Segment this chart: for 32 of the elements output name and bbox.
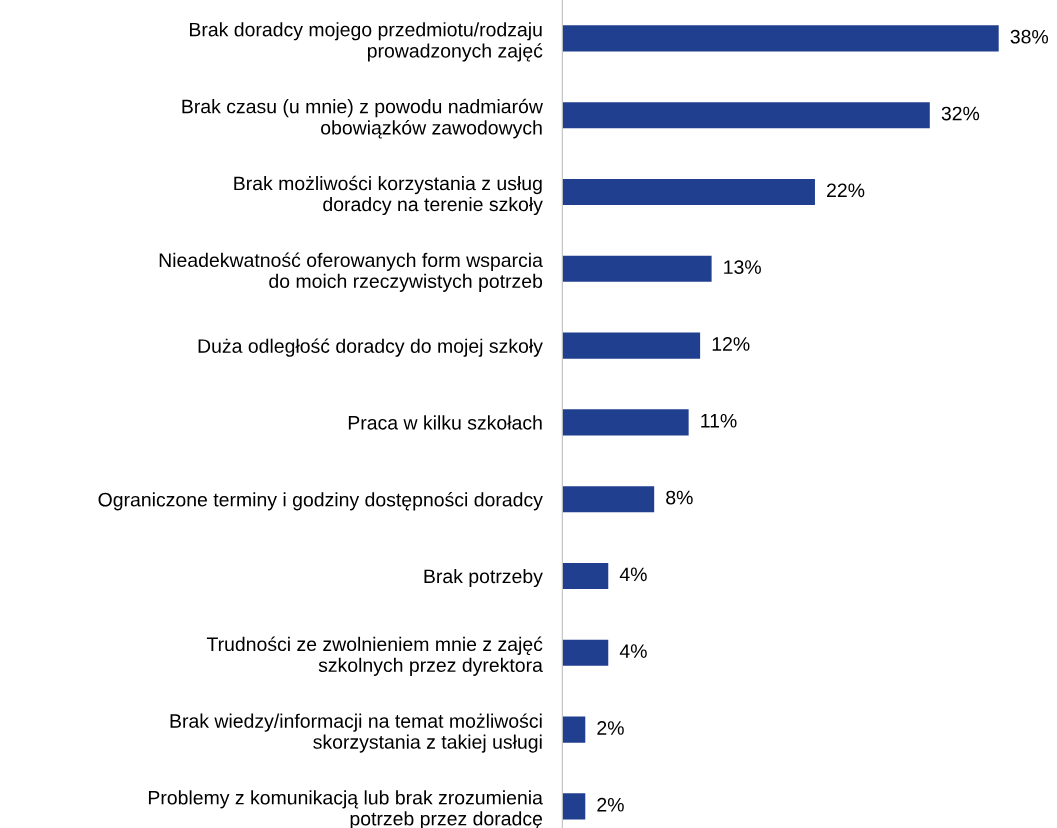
data-label: 4% xyxy=(619,567,647,582)
data-label: 11% xyxy=(701,413,737,428)
bar xyxy=(562,332,701,359)
bar xyxy=(562,716,586,743)
bar xyxy=(562,102,930,129)
y-tick-label: Brak czasu (u mnie) z powodu nadmiarów obowiązków zawodowych xyxy=(182,98,543,139)
data-label: 8% xyxy=(666,490,693,505)
y-tick-label: Brak wiedzy/informacji na temat możliwości skorzystania z takiej usługi xyxy=(170,713,542,753)
data-label: 2% xyxy=(597,721,624,735)
bar xyxy=(562,178,815,206)
y-tick-label: Brak potrzeby xyxy=(424,568,543,588)
y-tick-label: Duża odległość doradcy do mojej szkoły xyxy=(198,338,543,357)
bar xyxy=(562,486,655,513)
bar xyxy=(562,25,999,52)
y-tick-label: Brak doradcy mojego przedmiotu/rodzaju prowadzonych zajęć xyxy=(190,22,543,62)
bar xyxy=(562,409,689,436)
data-label: 32% xyxy=(941,106,980,121)
bar xyxy=(562,793,586,820)
data-label: 4% xyxy=(619,644,647,658)
y-tick-label: Praca w kilku szkołach xyxy=(348,415,542,430)
data-label: 22% xyxy=(827,183,865,198)
y-tick-label: Trudności ze zwolnieniem mnie z zajęć szkolnych przez dyrektora xyxy=(206,636,543,676)
y-tick-label: Brak możliwości korzystania z usług doradcy na terenie szkoły xyxy=(234,175,543,216)
y-tick-label: Ograniczone terminy i godziny dostępności doradcy xyxy=(98,492,543,511)
data-label: 38% xyxy=(1010,29,1049,44)
bar xyxy=(562,562,609,590)
bar xyxy=(562,639,609,666)
bar xyxy=(562,255,712,282)
y-tick-label: Nieadekwatność oferowanych form wsparcia do moich rzeczywistych potrzeb xyxy=(159,252,543,292)
data-label: 2% xyxy=(597,797,624,812)
data-label: 13% xyxy=(724,260,761,275)
data-label: 12% xyxy=(712,337,750,351)
